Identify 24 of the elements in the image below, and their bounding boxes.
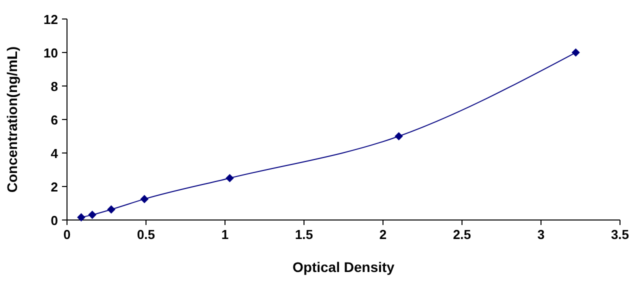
x-axis-title: Optical Density bbox=[292, 259, 395, 275]
y-tick-label: 6 bbox=[50, 112, 58, 128]
y-tick-label: 2 bbox=[50, 180, 58, 194]
y-tick-label: 8 bbox=[50, 79, 58, 94]
x-tick-label: 0 bbox=[63, 227, 71, 242]
y-tick-label: 4 bbox=[50, 146, 59, 161]
x-tick-label: 2.5 bbox=[452, 227, 472, 242]
x-tick-label: 1 bbox=[221, 227, 229, 242]
x-tick-label: 0.5 bbox=[136, 227, 156, 242]
point bbox=[226, 174, 234, 182]
y-tick-label: 10 bbox=[44, 46, 58, 60]
y-tick-label: 12 bbox=[44, 12, 58, 27]
x-tick-label: 3 bbox=[537, 227, 545, 242]
x-tick-label: 3.5 bbox=[610, 227, 630, 242]
x-tick-label: 2 bbox=[379, 227, 387, 242]
point bbox=[88, 210, 96, 219]
point bbox=[394, 132, 403, 140]
point bbox=[77, 213, 86, 222]
x-tick-label: 1.5 bbox=[294, 227, 314, 242]
point bbox=[107, 206, 116, 214]
point bbox=[140, 195, 148, 203]
y-axis-title: Concentration(ng/mL) bbox=[4, 46, 20, 193]
point bbox=[572, 48, 580, 56]
y-tick-label: 0 bbox=[50, 213, 58, 228]
